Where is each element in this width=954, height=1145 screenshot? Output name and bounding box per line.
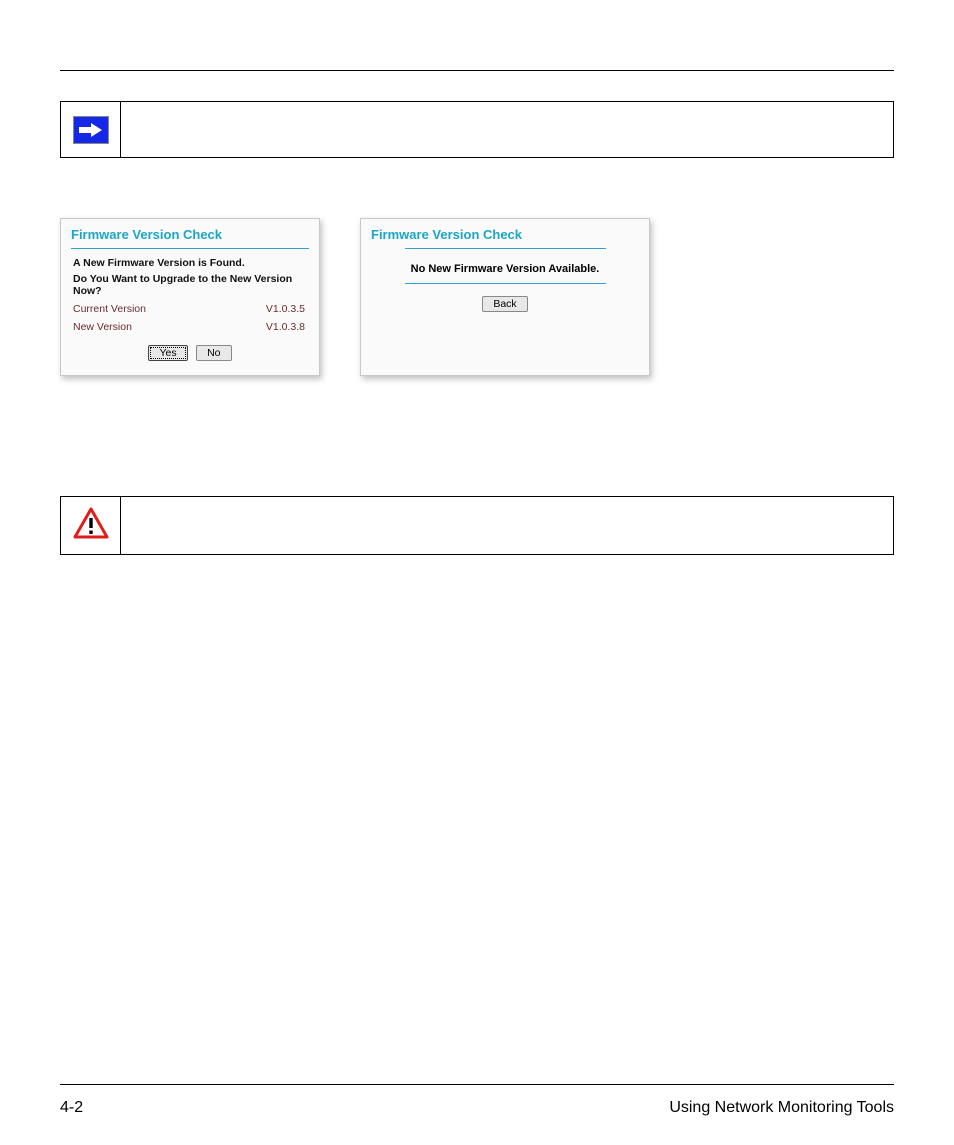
warning-triangle-icon (73, 507, 109, 544)
no-firmware-msg: No New Firmware Version Available. (371, 263, 639, 275)
new-version-row: New Version V1.0.3.8 (73, 321, 305, 333)
firmware-check-dialog-found: Firmware Version Check A New Firmware Ve… (60, 218, 320, 376)
warning-icon-cell (61, 497, 121, 555)
dialog-title: Firmware Version Check (71, 225, 309, 246)
top-rule (60, 70, 894, 71)
bottom-rule (60, 1084, 894, 1085)
page-number: 4-2 (60, 1099, 83, 1117)
found-msg: A New Firmware Version is Found. (73, 257, 307, 269)
current-version-row: Current Version V1.0.3.5 (73, 303, 305, 315)
current-version-value: V1.0.3.5 (266, 303, 305, 315)
new-version-value: V1.0.3.8 (266, 321, 305, 333)
dialog-divider (405, 248, 606, 249)
dialog-divider (405, 283, 606, 284)
dialog-divider (71, 248, 309, 249)
current-version-label: Current Version (73, 303, 146, 315)
dialog-title: Firmware Version Check (371, 225, 639, 246)
note-content-cell (121, 102, 894, 158)
section-title: Using Network Monitoring Tools (669, 1099, 894, 1117)
back-button[interactable]: Back (482, 296, 527, 312)
dialog-b-buttons: Back (371, 294, 639, 312)
arrow-right-icon (73, 116, 109, 144)
page-footer: 4-2 Using Network Monitoring Tools (60, 1099, 894, 1117)
yes-button[interactable]: Yes (148, 345, 187, 361)
page: Firmware Version Check A New Firmware Ve… (0, 0, 954, 1145)
note-icon-cell (61, 102, 121, 158)
warning-content-cell (121, 497, 894, 555)
upgrade-prompt: Do You Want to Upgrade to the New Versio… (73, 273, 307, 297)
warning-callout (60, 496, 894, 555)
no-button[interactable]: No (196, 345, 231, 361)
dialog-a-buttons: Yes No (71, 343, 309, 361)
dialogs-row: Firmware Version Check A New Firmware Ve… (60, 218, 894, 376)
note-callout (60, 101, 894, 158)
new-version-label: New Version (73, 321, 132, 333)
spacer (60, 396, 894, 486)
firmware-check-dialog-none: Firmware Version Check No New Firmware V… (360, 218, 650, 376)
